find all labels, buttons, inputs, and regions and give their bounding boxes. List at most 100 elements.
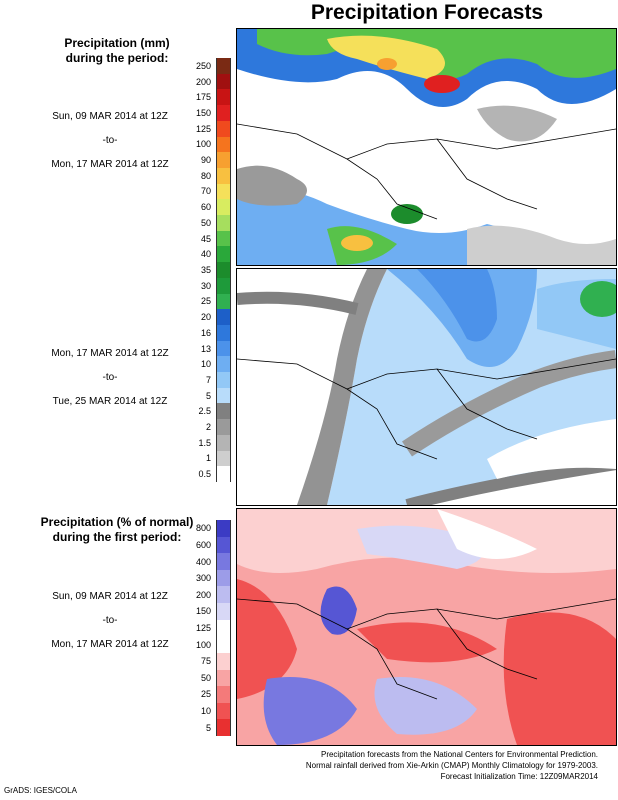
footer-line1: Precipitation forecasts from the Nationa… [320,750,598,759]
percent-colorbar-swatch [216,586,231,604]
panel1-start: Sun, 09 MAR 2014 at 12Z [52,111,168,122]
mm-colorbar-swatch [216,89,231,106]
percent-colorbar-swatch [216,669,231,687]
mm-colorbar-label: 10 [200,359,211,370]
page-title: Precipitation Forecasts [310,1,544,24]
mm-colorbar-swatch [216,356,231,373]
grads-credit: GrADS: IGES/COLA [4,786,77,795]
mm-colorbar-swatch [216,199,231,216]
footer-notes: Precipitation forecasts from the Nationa… [236,749,618,782]
percent-colorbar-swatch [216,603,231,621]
mm-colorbar: 250 200 175 150 125 100 90 80 70 60 50 45 40 35 30 25 20… [196,58,231,483]
mm-colorbar-swatch [216,230,231,247]
map-week2-precip [236,268,617,506]
panel3-heading: Precipitation (% of normal) during the f… [0,515,234,545]
percent-colorbar-swatch [216,686,231,704]
mm-colorbar-label: 70 [200,186,211,197]
map-percent-normal [236,508,617,746]
panel1-heading-line1: Precipitation (mm) [64,36,170,50]
mm-colorbar-label: 40 [200,249,211,260]
percent-colorbar: 800 600 400 300 200 150 125 100 75 50 25 10 5 [196,520,231,737]
percent-colorbar-swatch [216,702,231,720]
percent-colorbar-label: 25 [200,689,211,700]
mm-colorbar-label: 30 [200,280,211,291]
percent-colorbar-label: 10 [200,706,211,717]
percent-colorbar-label: 100 [195,639,211,650]
mm-colorbar-label: 45 [200,233,211,244]
map-week1-precip [236,28,617,266]
mm-colorbar-label: 1 [205,453,211,464]
percent-colorbar-label: 75 [200,656,211,667]
mm-colorbar-label: 250 [195,60,211,71]
mm-colorbar-label: 5 [205,390,211,401]
mm-colorbar-swatch [216,387,231,404]
mm-colorbar-swatch [216,450,231,467]
footer-line3: Forecast Initialization Time: 12Z09MAR20… [440,772,598,781]
percent-colorbar-swatch [216,636,231,654]
percent-colorbar-swatch [216,553,231,571]
mm-colorbar-swatch [216,105,231,122]
mm-colorbar-swatch [216,309,231,326]
panel3-to: -to- [102,615,118,626]
mm-colorbar-swatch [216,372,231,389]
panel3-heading-line2: during the first period: [52,530,182,544]
mm-colorbar-swatch [216,120,231,138]
mm-colorbar-label: 1.5 [198,437,211,448]
percent-colorbar-swatch [216,719,231,737]
mm-colorbar-label: 2.5 [198,406,211,417]
panel1-to: -to- [102,135,118,146]
panel3-period: Sun, 09 MAR 2014 at 12Z -to- Mon, 17 MAR… [0,590,220,662]
mm-colorbar-swatch [216,246,231,263]
percent-colorbar-label: 50 [200,672,211,683]
percent-colorbar-label: 5 [205,722,211,733]
mm-colorbar-swatch [216,293,231,310]
mm-colorbar-label: 175 [195,92,211,103]
percent-colorbar-label: 200 [195,589,211,600]
mm-colorbar-swatch [216,152,231,169]
panel2-period: Mon, 17 MAR 2014 at 12Z -to- Tue, 25 MAR… [0,347,220,419]
percent-colorbar-swatch [216,569,231,587]
percent-colorbar-label: 150 [195,606,211,617]
percent-colorbar-swatch [216,520,231,538]
mm-colorbar-label: 100 [195,139,211,150]
panel2-end: Tue, 25 MAR 2014 at 12Z [52,396,168,407]
mm-colorbar-swatch [216,136,231,153]
mm-colorbar-swatch [216,277,231,295]
panel1-end: Mon, 17 MAR 2014 at 12Z [51,159,169,170]
panel1-heading: Precipitation (mm) during the period: [0,36,234,66]
panel2-start: Mon, 17 MAR 2014 at 12Z [51,348,169,359]
mm-colorbar-label: 0.5 [198,469,211,480]
mm-colorbar-label: 13 [200,343,211,354]
percent-colorbar-label: 800 [195,523,211,534]
percent-colorbar-label: 400 [195,556,211,567]
mm-colorbar-label: 150 [195,107,211,118]
mm-colorbar-label: 80 [200,170,211,181]
mm-colorbar-label: 60 [200,202,211,213]
mm-colorbar-label: 35 [200,265,211,275]
percent-colorbar-label: 600 [195,539,211,550]
mm-colorbar-label: 125 [195,123,211,134]
mm-colorbar-label: 7 [205,374,211,385]
percent-colorbar-label: 300 [195,573,211,584]
mm-colorbar-swatch [216,73,231,90]
mm-colorbar-swatch [216,324,231,342]
mm-colorbar-swatch [216,403,231,420]
percent-colorbar-swatch [216,652,231,671]
mm-colorbar-label: 50 [200,217,211,228]
mm-colorbar-swatch [216,58,231,75]
mm-colorbar-label: 20 [200,312,211,323]
mm-colorbar-swatch [216,340,231,357]
mm-colorbar-label: 2 [205,422,211,433]
mm-colorbar-swatch [216,466,231,483]
mm-colorbar-swatch [216,167,231,185]
panel3-end: Mon, 17 MAR 2014 at 12Z [51,639,169,650]
mm-colorbar-swatch [216,434,231,452]
footer-line2: Normal rainfall derived from Xie-Arkin (… [305,761,598,770]
percent-colorbar-swatch [216,619,231,637]
mm-colorbar-swatch [216,215,231,232]
panel3-heading-line1: Precipitation (% of normal) [40,515,194,529]
percent-colorbar-swatch [216,536,231,554]
percent-colorbar-label: 125 [195,623,211,633]
mm-colorbar-label: 200 [195,76,211,87]
panel2-to: -to- [102,372,118,383]
